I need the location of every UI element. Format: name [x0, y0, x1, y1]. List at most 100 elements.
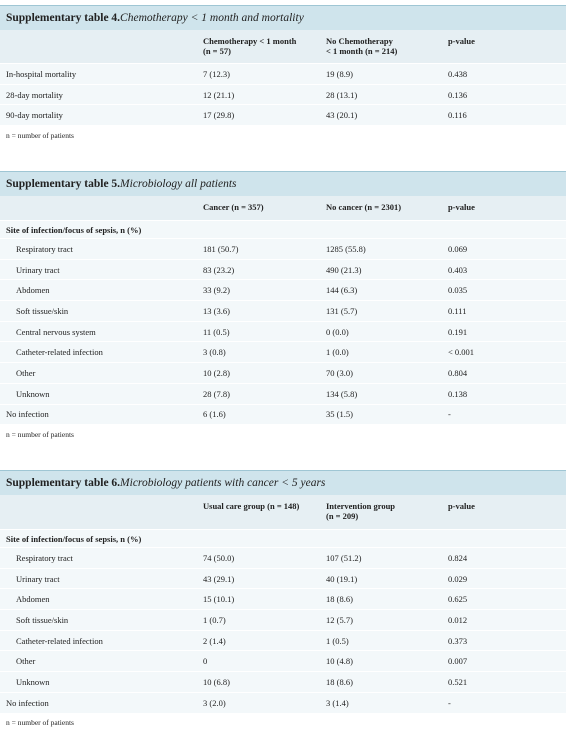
value-cell: 19 (8.9): [326, 68, 353, 79]
data-row: In-hospital mortality 7 (12.3) 19 (8.9) 0.4…: [0, 64, 566, 85]
data-row: Other 10 (2.8) 70 (3.0) 0.804: [0, 363, 566, 384]
value-cell: 0.804: [448, 367, 468, 378]
row-label: Soft tissue/skin: [16, 614, 69, 625]
value-cell: 3 (1.4): [326, 697, 349, 708]
header-cell: No cancer (n = 2301): [326, 202, 402, 212]
footnote: n = number of patients: [6, 130, 74, 140]
data-row: Unknown 10 (6.8) 18 (8.6) 0.521: [0, 672, 566, 693]
data-row: Soft tissue/skin 1 (0.7) 12 (5.7) 0.012: [0, 610, 566, 631]
table-caption: Chemotherapy < 1 month and mortality: [120, 12, 304, 24]
header-row: Usual care group (n = 148) Intervention g…: [0, 495, 566, 530]
data-row: Catheter-related infection 3 (0.8) 1 (0.0)…: [0, 342, 566, 364]
header-cell: Cancer (n = 357): [203, 202, 264, 212]
footnote-row: n = number of patients: [0, 126, 566, 147]
row-label: No infection: [6, 697, 49, 708]
value-cell: 0.111: [448, 305, 467, 316]
header-cell: p-value: [448, 36, 475, 46]
value-cell: 83 (23.2): [203, 264, 235, 275]
header-row: Cancer (n = 357) No cancer (n = 2301) p-va…: [0, 196, 566, 221]
row-label: 28-day mortality: [6, 89, 63, 100]
value-cell: -: [448, 409, 451, 420]
value-cell: 28 (13.1): [326, 89, 358, 100]
data-row: 28-day mortality 12 (21.1) 28 (13.1) 0.136: [0, 84, 566, 106]
value-cell: 0.007: [448, 656, 468, 667]
table-label: Supplementary table 4.: [6, 12, 121, 24]
data-row: No infection 6 (1.6) 35 (1.5) -: [0, 404, 566, 426]
row-label: Other: [16, 656, 36, 667]
row-label: Central nervous system: [16, 326, 96, 337]
header-cell: p-value: [448, 501, 475, 511]
value-cell: 6 (1.6): [203, 409, 226, 420]
data-row: Soft tissue/skin 13 (3.6) 131 (5.7) 0.111: [0, 301, 566, 322]
value-cell: 0 (0.0): [326, 326, 349, 337]
table: Supplementary table 4. Chemotherapy < 1 …: [0, 5, 566, 147]
table-label: Supplementary table 5.: [6, 178, 121, 190]
row-label: 90-day mortality: [6, 110, 63, 121]
value-cell: 40 (19.1): [326, 573, 358, 584]
value-cell: 0.069: [448, 243, 468, 254]
table: Supplementary table 5. Microbiology all …: [0, 171, 566, 446]
value-cell: 0.035: [448, 285, 468, 296]
row-label: Abdomen: [16, 285, 50, 296]
value-cell: 10 (2.8): [203, 367, 230, 378]
row-label: No infection: [6, 409, 49, 420]
header-cell: p-value: [448, 202, 475, 212]
section-row: Site of infection/focus of sepsis, n (%): [0, 530, 566, 548]
value-cell: 12 (5.7): [326, 614, 353, 625]
header-row: Chemotherapy < 1 month (n = 57) No Chemot…: [0, 30, 566, 64]
data-row: Respiratory tract 74 (50.0) 107 (51.2) 0.82…: [0, 548, 566, 569]
table-title: Supplementary table 4. Chemotherapy < 1 …: [0, 5, 566, 30]
data-row: Unknown 28 (7.8) 134 (5.8) 0.138: [0, 383, 566, 405]
row-label: Other: [16, 367, 36, 378]
value-cell: 0.116: [448, 110, 467, 121]
footnote-row: n = number of patients: [0, 713, 566, 734]
value-cell: 0: [203, 656, 208, 667]
value-cell: 1285 (55.8): [326, 243, 366, 254]
data-row: No infection 3 (2.0) 3 (1.4) -: [0, 692, 566, 714]
value-cell: 17 (29.8): [203, 110, 235, 121]
value-cell: 10 (6.8): [203, 676, 230, 687]
row-label: Respiratory tract: [16, 243, 73, 254]
value-cell: 0.138: [448, 388, 468, 399]
value-cell: 18 (8.6): [326, 594, 353, 605]
value-cell: 0.521: [448, 676, 468, 687]
section-row: Site of infection/focus of sepsis, n (%): [0, 221, 566, 239]
row-label: Unknown: [16, 676, 50, 687]
value-cell: 134 (5.8): [326, 388, 358, 399]
value-cell: 1 (0.5): [326, 635, 349, 646]
section-heading: Site of infection/focus of sepsis, n (%): [6, 224, 142, 235]
row-label: Soft tissue/skin: [16, 305, 69, 316]
value-cell: 3 (0.8): [203, 347, 226, 358]
value-cell: 1 (0.7): [203, 614, 226, 625]
value-cell: 7 (12.3): [203, 68, 230, 79]
header-cell: No Chemotherapy < 1 month (n = 214): [326, 36, 398, 56]
value-cell: 43 (29.1): [203, 573, 235, 584]
value-cell: 33 (9.2): [203, 285, 230, 296]
header-cell: Intervention group (n = 209): [326, 501, 396, 521]
data-row: Respiratory tract 181 (50.7) 1285 (55.8) 0.…: [0, 239, 566, 260]
value-cell: 490 (21.3): [326, 264, 362, 275]
row-label: Unknown: [16, 388, 50, 399]
row-label: Urinary tract: [16, 264, 60, 275]
row-label: Catheter-related infection: [16, 635, 103, 646]
value-cell: 70 (3.0): [326, 367, 353, 378]
value-cell: 74 (50.0): [203, 552, 235, 563]
value-cell: 131 (5.7): [326, 305, 358, 316]
table-title: Supplementary table 5. Microbiology all …: [0, 171, 566, 196]
row-label: Urinary tract: [16, 573, 60, 584]
value-cell: 35 (1.5): [326, 409, 353, 420]
table-caption: Microbiology patients with cancer < 5 ye…: [120, 477, 326, 489]
data-row: Other 0 10 (4.8) 0.007: [0, 651, 566, 673]
value-cell: 10 (4.8): [326, 656, 353, 667]
value-cell: 15 (10.1): [203, 594, 235, 605]
data-row: Abdomen 15 (10.1) 18 (8.6) 0.625: [0, 589, 566, 611]
value-cell: 0.029: [448, 573, 468, 584]
footnote-row: n = number of patients: [0, 425, 566, 446]
table-title: Supplementary table 6. Microbiology pati…: [0, 470, 566, 495]
value-cell: 43 (20.1): [326, 110, 358, 121]
header-cell: Chemotherapy < 1 month (n = 57): [203, 36, 297, 56]
value-cell: 144 (6.3): [326, 285, 358, 296]
value-cell: 2 (1.4): [203, 635, 226, 646]
value-cell: 28 (7.8): [203, 388, 230, 399]
